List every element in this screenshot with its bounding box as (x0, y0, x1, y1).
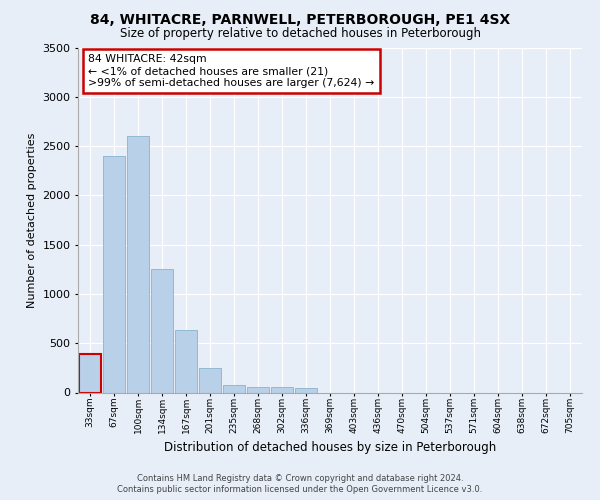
Bar (175, 330, 197, 392)
Bar (247, 386, 269, 392)
Text: Size of property relative to detached houses in Peterborough: Size of property relative to detached ho… (119, 28, 481, 40)
Bar (151, 270, 173, 392)
Text: 84, WHITACRE, PARNWELL, PETERBOROUGH, PE1 4SX: 84, WHITACRE, PARNWELL, PETERBOROUGH, PE… (90, 12, 510, 26)
Bar (127, 136, 149, 392)
Bar (295, 388, 317, 392)
Bar (79, 354, 101, 393)
Bar (271, 387, 293, 392)
Bar (199, 368, 221, 392)
X-axis label: Distribution of detached houses by size in Peterborough: Distribution of detached houses by size … (164, 442, 496, 454)
Text: Contains HM Land Registry data © Crown copyright and database right 2024.
Contai: Contains HM Land Registry data © Crown c… (118, 474, 482, 494)
Text: 84 WHITACRE: 42sqm
← <1% of detached houses are smaller (21)
>99% of semi-detach: 84 WHITACRE: 42sqm ← <1% of detached hou… (88, 54, 374, 88)
Bar (223, 384, 245, 392)
Bar (103, 156, 125, 392)
Y-axis label: Number of detached properties: Number of detached properties (26, 132, 37, 308)
